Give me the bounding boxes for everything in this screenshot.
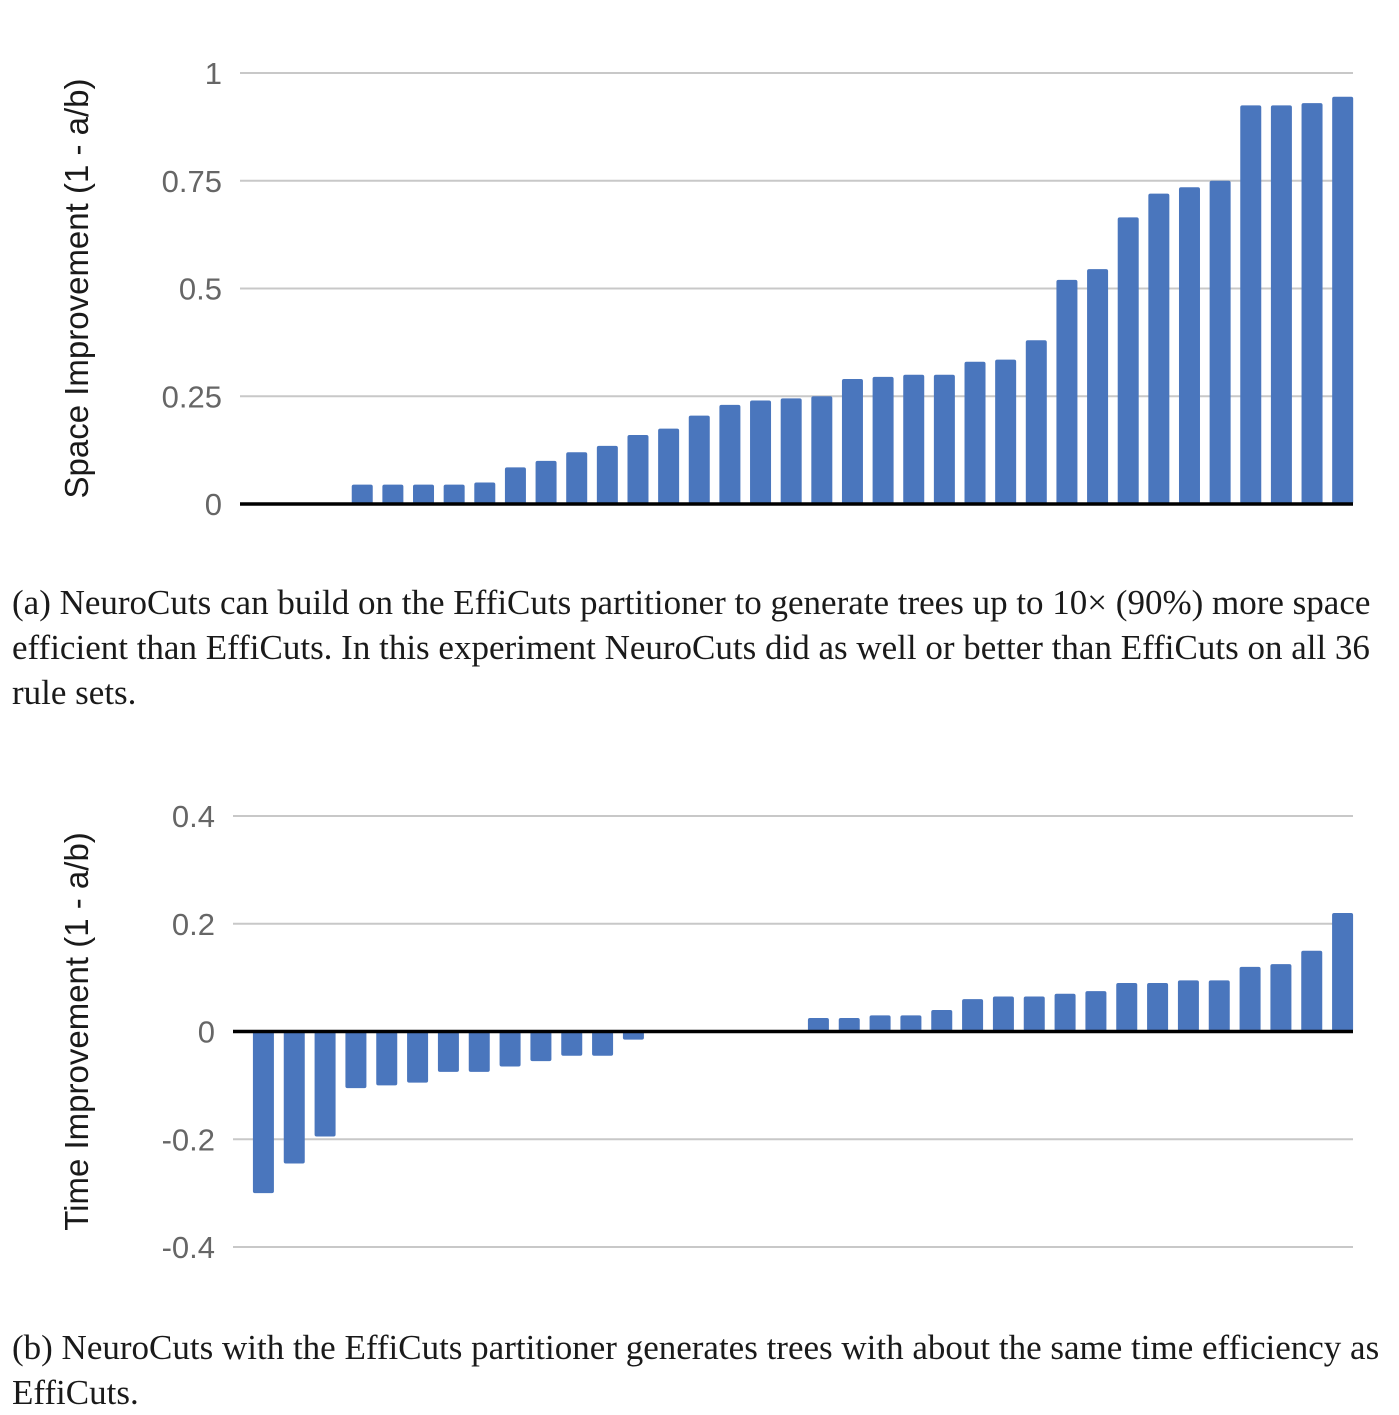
y-tick-label: 1 xyxy=(205,56,222,91)
bar xyxy=(1147,983,1169,1032)
bar xyxy=(351,484,373,504)
bar xyxy=(566,452,588,504)
bar xyxy=(750,400,772,504)
bar xyxy=(1025,340,1047,504)
bar xyxy=(1239,966,1261,1032)
bar xyxy=(1209,180,1231,504)
y-tick-label: 0 xyxy=(198,1015,215,1050)
bar xyxy=(933,374,955,504)
bar xyxy=(1301,103,1323,505)
bar xyxy=(872,376,894,504)
bar xyxy=(931,1009,953,1032)
bar xyxy=(962,999,984,1032)
bar xyxy=(561,1031,583,1056)
bar xyxy=(1270,964,1292,1032)
space-improvement-chart: 0 0.25 0.5 0.75 1 Space Improvement (1 - a/b) xyxy=(58,56,1354,522)
bar xyxy=(382,484,404,504)
y-tick-label: 0.4 xyxy=(172,799,215,834)
y-tick-label: 0.2 xyxy=(172,907,215,942)
y-tick-label: -0.2 xyxy=(162,1122,215,1157)
bar xyxy=(1117,217,1139,504)
bar xyxy=(596,445,618,504)
bar xyxy=(1208,980,1230,1032)
bar xyxy=(807,1018,829,1032)
bar xyxy=(1301,950,1323,1032)
bar xyxy=(688,415,710,504)
y-axis-label: Time Improvement (1 - a/b) xyxy=(58,832,95,1231)
bar xyxy=(413,484,435,504)
time-improvement-chart: -0.4 -0.2 0 0.2 0.4 Time Improvement (1 - a/b… xyxy=(58,799,1354,1265)
bar xyxy=(869,1015,891,1032)
bar xyxy=(504,467,526,504)
bar xyxy=(658,428,680,504)
bar xyxy=(964,361,986,504)
bar xyxy=(407,1031,429,1083)
bar xyxy=(592,1031,614,1056)
bar xyxy=(535,460,557,504)
bar xyxy=(376,1031,398,1086)
bar xyxy=(314,1031,336,1137)
bar xyxy=(474,482,496,504)
bar xyxy=(1023,996,1045,1032)
y-tick-label: -0.4 xyxy=(162,1230,215,1265)
bar xyxy=(283,1031,305,1164)
bar xyxy=(838,1018,860,1032)
bar xyxy=(995,359,1017,504)
y-tick-label: 0.75 xyxy=(162,164,222,199)
bar xyxy=(1178,187,1200,504)
y-tick-label: 0.5 xyxy=(179,272,222,307)
bar xyxy=(1148,193,1170,504)
bar xyxy=(841,379,863,504)
y-axis-label: Space Improvement (1 - a/b) xyxy=(58,78,95,498)
bar xyxy=(1085,991,1107,1032)
bar xyxy=(1087,269,1109,504)
bar xyxy=(252,1031,274,1194)
bar xyxy=(627,435,649,504)
bar xyxy=(992,996,1014,1032)
bar xyxy=(499,1031,521,1067)
bar xyxy=(900,1015,922,1032)
bar xyxy=(468,1031,490,1072)
bar xyxy=(780,398,802,504)
bar xyxy=(530,1031,552,1062)
bar xyxy=(1332,912,1354,1032)
bar xyxy=(1240,105,1262,504)
bar xyxy=(1056,279,1078,504)
bar xyxy=(1332,96,1354,504)
bar xyxy=(1054,993,1076,1032)
bar xyxy=(437,1031,459,1072)
bar xyxy=(443,484,465,504)
bar xyxy=(1177,980,1199,1032)
bar xyxy=(622,1031,644,1040)
bar xyxy=(811,396,833,504)
y-tick-label: 0 xyxy=(205,487,222,522)
bar xyxy=(903,374,925,504)
y-tick-label: 0.25 xyxy=(162,379,222,414)
bar xyxy=(345,1031,367,1089)
bar xyxy=(719,404,741,504)
bar xyxy=(1116,983,1138,1032)
caption-a: (a) NeuroCuts can build on the EffiCuts … xyxy=(12,583,1371,712)
caption-b: (b) NeuroCuts with the EffiCuts partitio… xyxy=(12,1328,1380,1412)
bar xyxy=(1270,105,1292,504)
